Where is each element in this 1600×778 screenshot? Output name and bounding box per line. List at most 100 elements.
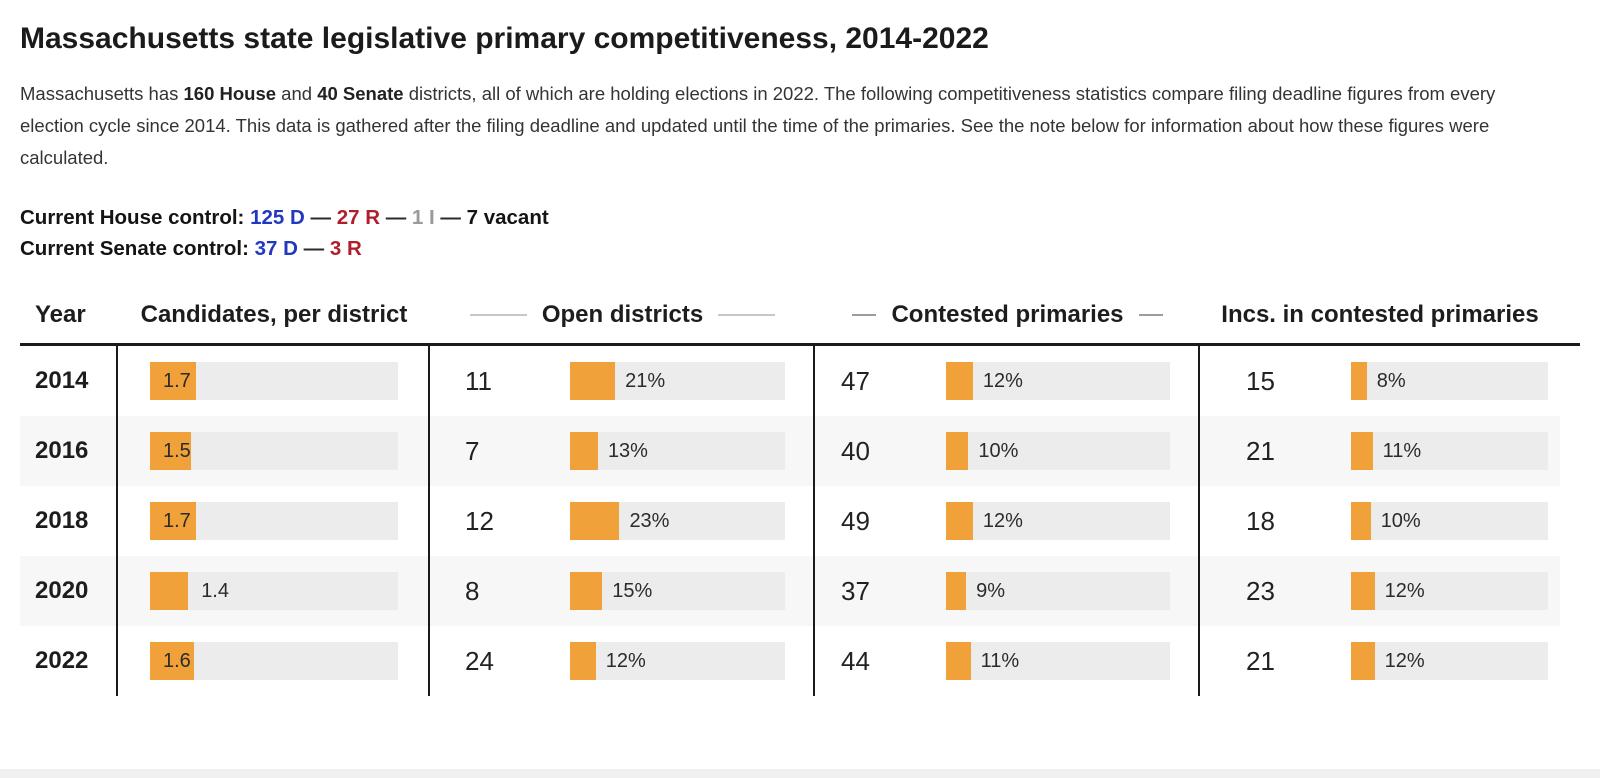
contested-primaries-count: 47 [841,365,870,396]
competitiveness-table: Year Candidates, per district Open distr… [20,300,1580,696]
incs-contested-bar-track: 12% [1351,642,1548,680]
incs-contested-bar [1351,572,1375,610]
candidates-cell: 1.5 [118,416,430,486]
house-rep-count: 27 R [336,206,381,229]
candidates-bar-track: 1.6 [150,642,398,680]
separator-dash: — [310,206,332,229]
header-rule-left [469,313,527,316]
open-districts-count: 12 [465,505,494,536]
contested-primaries-pct-label: 10% [978,439,1019,462]
page: Massachusetts state legislative primary … [20,22,1580,696]
open-districts-pct-label: 13% [607,439,648,462]
contested-primaries-pct-label: 12% [982,509,1023,532]
open-districts-bar [570,572,603,610]
contested-primaries-header-label: Contested primaries [891,301,1124,328]
year-cell: 2018 [20,486,118,556]
incs-contested-count: 21 [1246,645,1275,676]
contested-primaries-bar [946,572,967,610]
house-districts-count: 160 House [183,83,277,104]
candidates-cell: 1.4 [118,556,430,626]
separator-dash: — [440,206,461,229]
candidates-value-inside: 1.7 [163,509,191,532]
house-dem-count: 125 D [250,206,305,229]
house-ind-count: 1 I [411,206,435,229]
contested-primaries-bar-track: 11% [946,642,1170,680]
open-districts-pct-label: 21% [625,369,666,392]
intro-text-2: and [276,83,318,104]
year-cell: 2016 [20,416,118,486]
candidates-bar: 1.5 [150,432,191,470]
separator-dash: — [385,206,407,229]
candidates-bar: 1.7 [150,502,197,540]
incs-contested-count: 23 [1246,575,1275,606]
incs-contested-cell: 15 8% [1200,346,1560,416]
contested-primaries-bar [946,362,973,400]
candidates-bar-track: 1.5 [150,432,398,470]
contested-primaries-count: 40 [841,435,870,466]
table-header-row: Year Candidates, per district Open distr… [20,300,1560,343]
incs-contested-bar [1351,642,1375,680]
incs-contested-pct-label: 12% [1384,579,1425,602]
open-districts-bar-track: 21% [570,362,785,400]
candidates-value-inside: 1.5 [163,439,191,462]
column-header-open-districts: Open districts [430,300,815,329]
candidates-cell: 1.6 [118,626,430,696]
open-districts-count: 7 [465,435,480,466]
intro-paragraph: Massachusetts has 160 House and 40 Senat… [20,78,1545,174]
incs-contested-bar-track: 12% [1351,572,1548,610]
contested-primaries-count: 44 [841,645,870,676]
open-districts-count: 8 [465,575,480,606]
page-title: Massachusetts state legislative primary … [20,22,989,55]
header-rule-left [852,313,877,316]
incs-contested-bar [1351,362,1367,400]
incs-contested-cell: 23 12% [1200,556,1560,626]
candidates-value-outside: 1.4 [201,579,229,602]
incs-contested-pct-label: 10% [1380,509,1421,532]
year-cell: 2022 [20,626,118,696]
contested-primaries-count: 37 [841,575,870,606]
incs-contested-pct-label: 8% [1376,369,1406,392]
candidates-cell: 1.7 [118,346,430,416]
senate-rep-count: 3 R [329,237,362,260]
open-districts-pct-label: 15% [612,579,653,602]
contested-primaries-bar [946,642,971,680]
open-districts-bar-track: 12% [570,642,785,680]
contested-primaries-cell: 37 9% [815,556,1200,626]
incs-contested-bar [1351,432,1373,470]
open-districts-cell: 11 21% [430,346,815,416]
house-control-line: Current House control: 125 D — 27 R — 1 … [20,202,1580,233]
open-districts-bar [570,432,598,470]
table-row: 2016 1.5 7 13% 40 10% 21 [20,416,1560,486]
contested-primaries-bar [946,502,973,540]
incs-contested-bar-track: 11% [1351,432,1548,470]
open-districts-cell: 8 15% [430,556,815,626]
intro-text-3: districts, all of which are holding elec… [20,83,1496,168]
contested-primaries-bar [946,432,969,470]
house-vacant-count: 7 vacant [466,206,549,229]
senate-dem-count: 37 D [254,237,298,260]
open-districts-header-label: Open districts [541,301,704,328]
table-row: 2018 1.7 12 23% 49 12% 18 [20,486,1560,556]
contested-primaries-bar-track: 10% [946,432,1170,470]
year-cell: 2020 [20,556,118,626]
open-districts-bar [570,362,616,400]
candidates-bar-track: 1.4 [150,572,398,610]
contested-primaries-bar-track: 12% [946,362,1170,400]
table-row: 2020 1.4 8 15% 37 9% 23 [20,556,1560,626]
candidates-bar-track: 1.7 [150,502,398,540]
open-districts-pct-label: 23% [629,509,670,532]
incs-contested-bar [1351,502,1371,540]
candidates-value-inside: 1.6 [163,649,191,672]
contested-primaries-cell: 47 12% [815,346,1200,416]
candidates-bar [150,572,189,610]
table-row: 2022 1.6 24 12% 44 11% 21 [20,626,1560,696]
contested-primaries-bar-track: 9% [946,572,1170,610]
candidates-value-inside: 1.7 [163,369,191,392]
senate-districts-count: 40 Senate [317,83,404,104]
table-body: 2014 1.7 11 21% 47 12% 15 [20,343,1580,696]
incs-contested-pct-label: 11% [1382,439,1422,462]
open-districts-cell: 7 13% [430,416,815,486]
contested-primaries-pct-label: 9% [976,579,1006,602]
candidates-bar-track: 1.7 [150,362,398,400]
incs-contested-count: 15 [1246,365,1275,396]
